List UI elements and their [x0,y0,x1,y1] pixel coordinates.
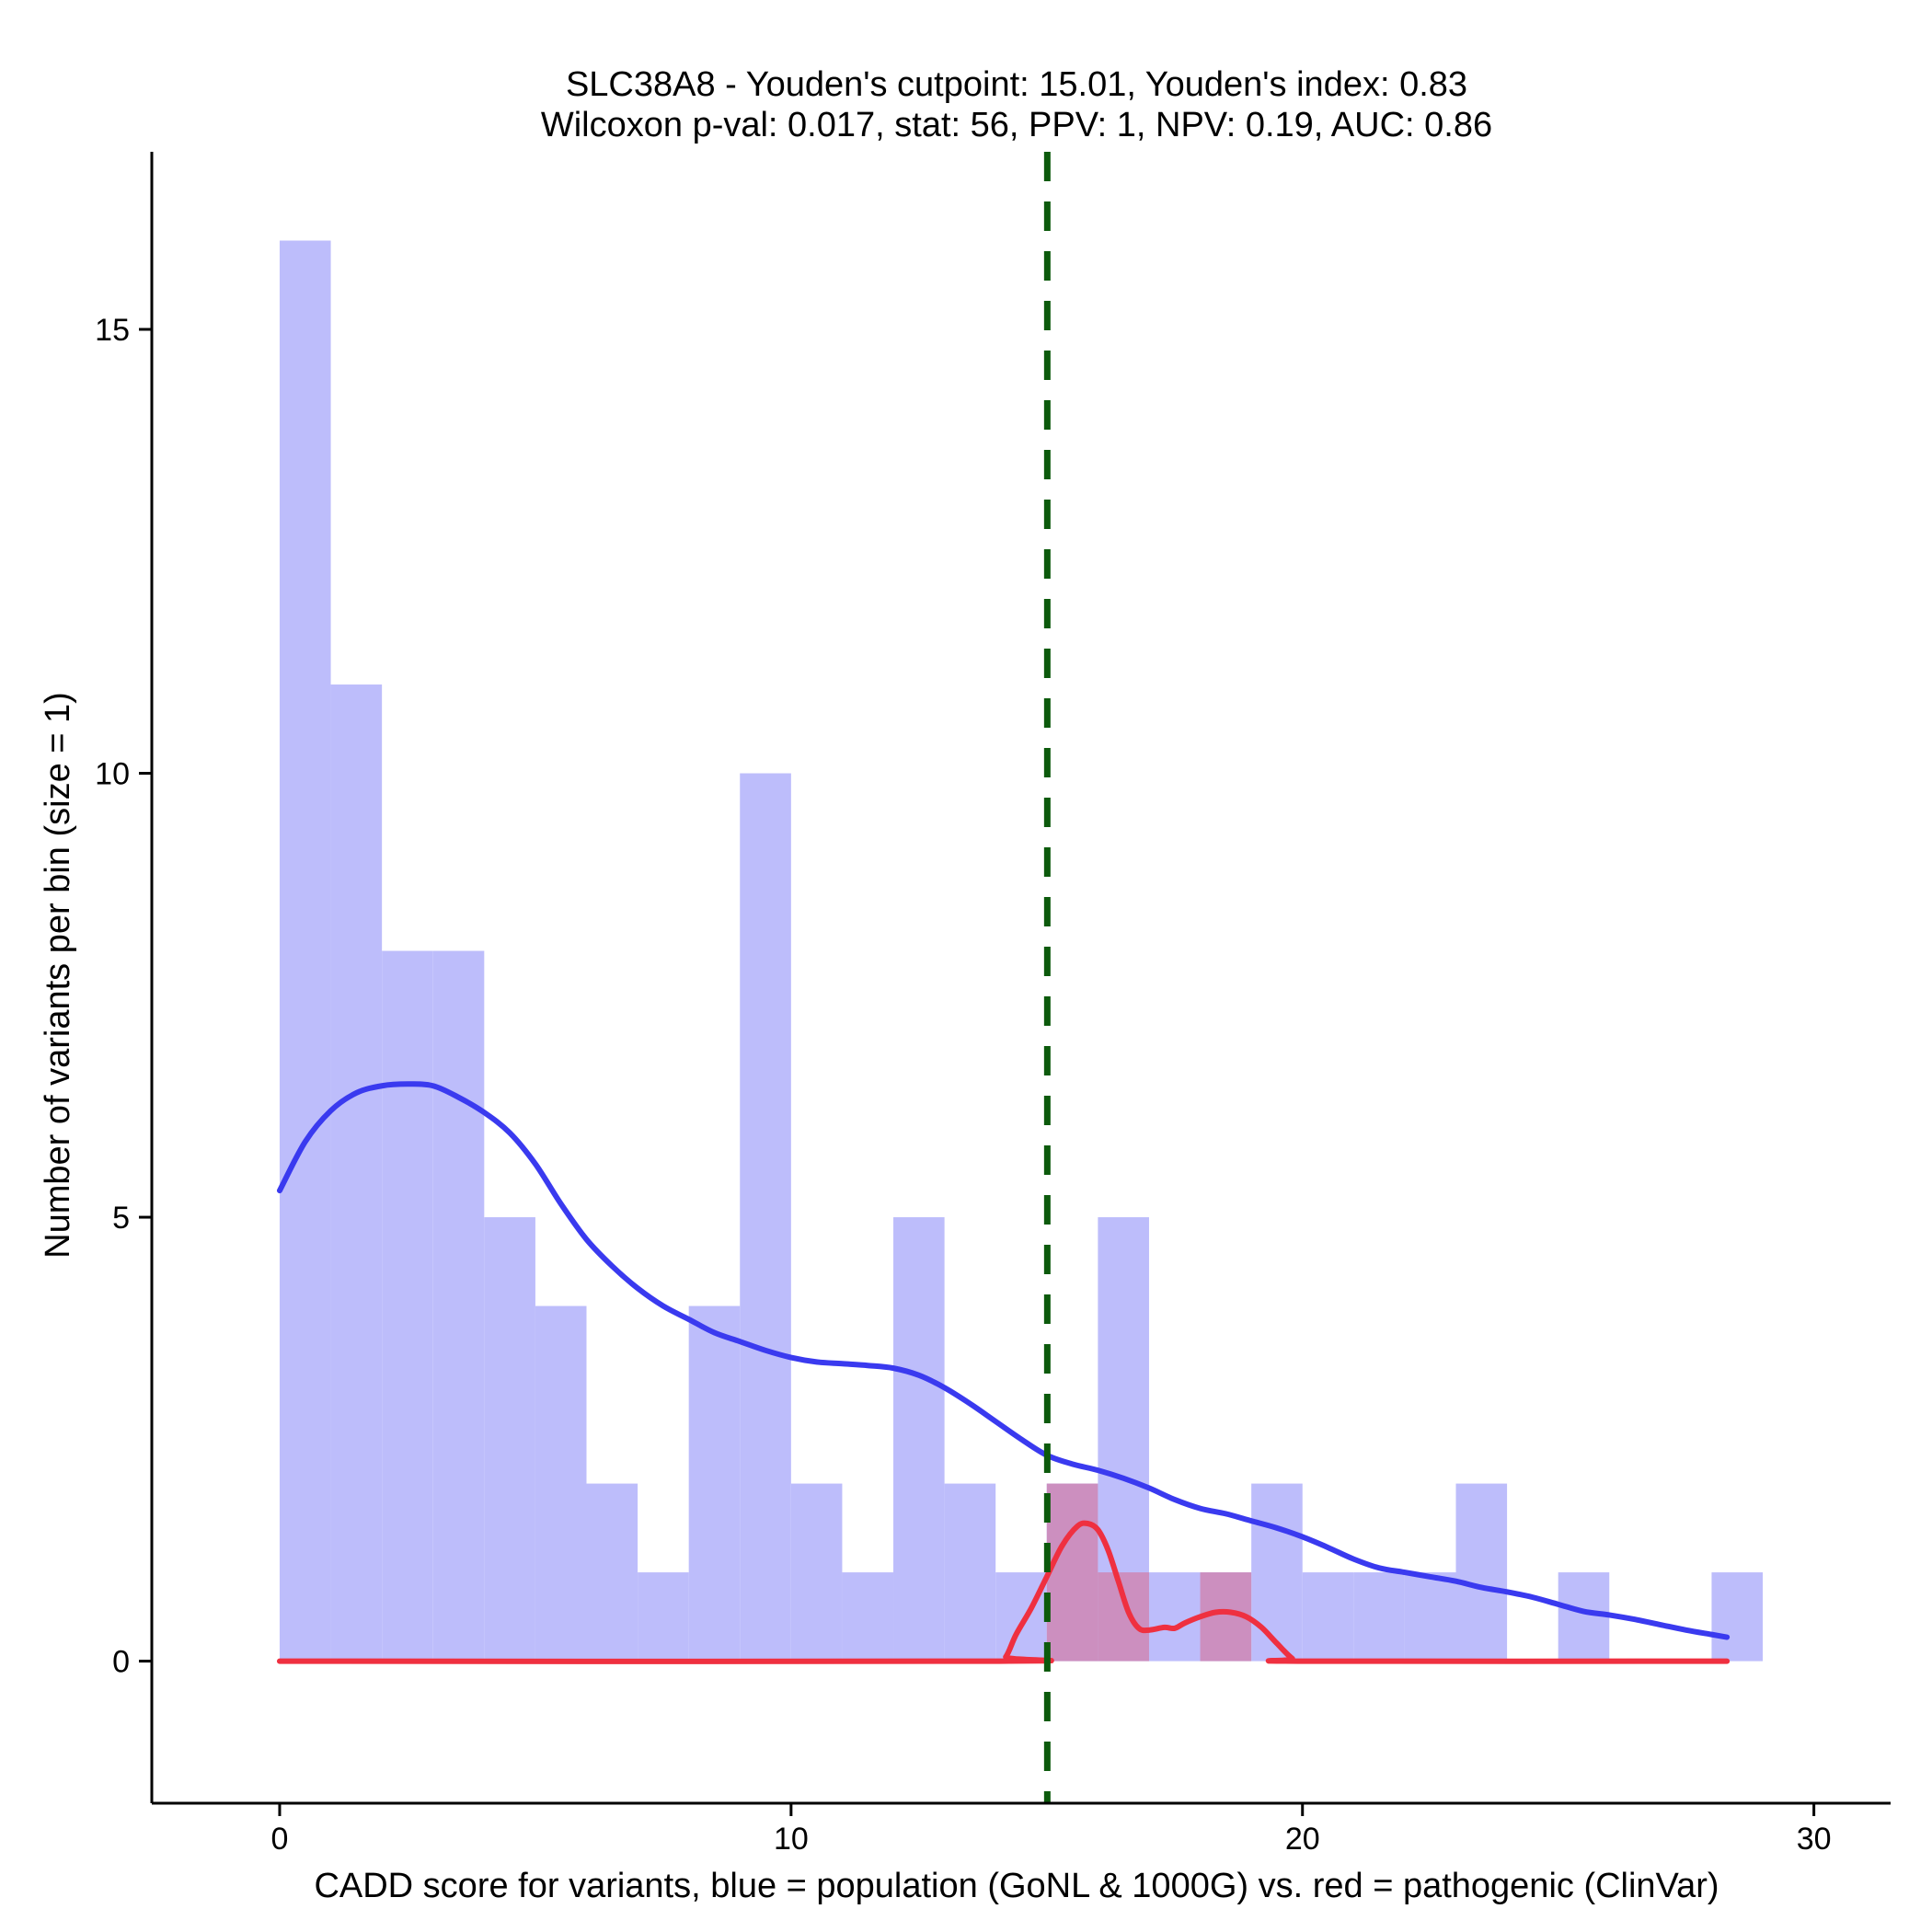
population-bar [586,1483,638,1662]
population-bar [842,1572,894,1662]
population-bar [432,950,485,1662]
y-tick-label: 15 [95,313,130,348]
x-tick-label: 20 [1285,1822,1320,1857]
x-tick-label: 0 [271,1822,289,1857]
population-bar [1302,1572,1354,1662]
chart-subtitle: Wilcoxon p-val: 0.017, stat: 56, PPV: 1,… [541,106,1492,144]
population-bar [535,1305,587,1662]
pathogenic-bar [1098,1572,1149,1662]
density-curves [276,1081,1731,1664]
y-tick-label: 5 [112,1201,130,1236]
population-bar [1711,1572,1764,1662]
population-bar [1404,1572,1456,1662]
population-bar [382,950,433,1662]
pathogenic-bars [1046,1483,1252,1662]
population-bar [1353,1572,1405,1662]
population-bar [740,773,791,1662]
pathogenic-bar [1046,1483,1098,1662]
population-bar [1455,1483,1508,1662]
y-axis-label: Number of variants per bin (size = 1) [39,692,77,1259]
population-bar [688,1305,741,1662]
population-density-line [276,1081,1731,1640]
population-bars [279,240,1764,1662]
y-tick-label: 10 [95,757,130,792]
population-bar [995,1572,1047,1662]
population-bar [1251,1483,1303,1662]
population-bar [1148,1572,1201,1662]
population-bar [279,240,331,1662]
x-tick-label: 30 [1797,1822,1832,1857]
x-axis-label: CADD score for variants, blue = populati… [314,1867,1719,1905]
population-bar [893,1217,945,1662]
population-bar [790,1483,843,1662]
population-bar [944,1483,996,1662]
x-tick-label: 10 [774,1822,809,1857]
chart-title: SLC38A8 - Youden's cutpoint: 15.01, Youd… [566,65,1467,104]
axes: 0 10 20 30 0 5 10 15 [95,152,1891,1857]
pathogenic-density-line [276,1520,1731,1664]
y-tick-label: 0 [112,1645,130,1680]
population-bar [1558,1572,1610,1662]
population-bar [484,1217,535,1662]
population-bar [330,684,383,1662]
population-bar [638,1572,689,1662]
